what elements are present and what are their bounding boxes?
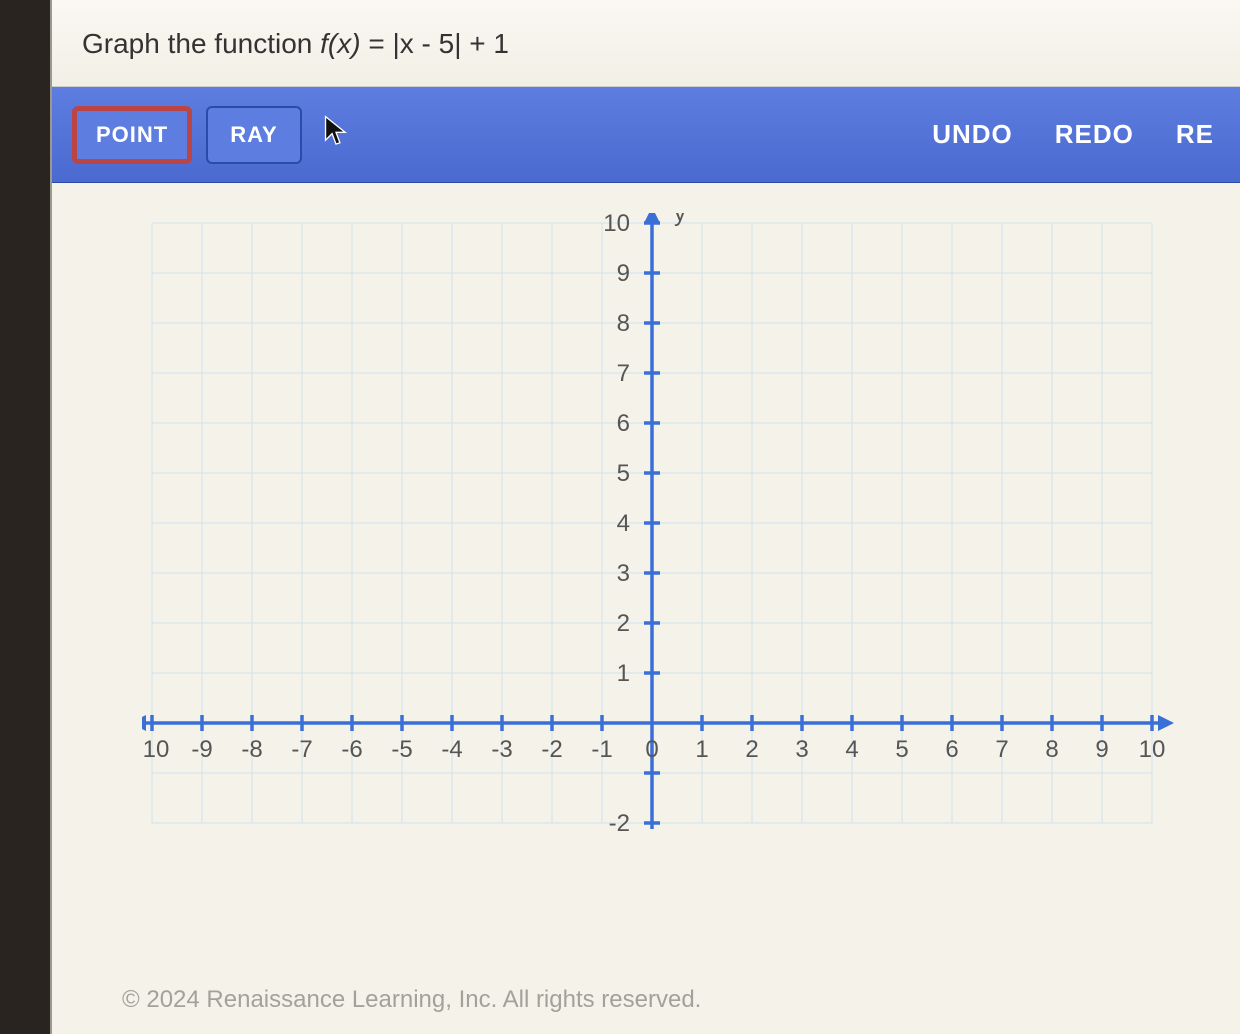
redo-button[interactable]: REDO bbox=[1055, 119, 1134, 150]
svg-text:-7: -7 bbox=[291, 736, 312, 763]
prompt-prefix: Graph the function bbox=[82, 28, 320, 59]
svg-text:1: 1 bbox=[695, 736, 708, 763]
svg-text:5: 5 bbox=[895, 736, 908, 763]
copyright-text: © 2024 Renaissance Learning, Inc. All ri… bbox=[122, 986, 701, 1014]
svg-text:8: 8 bbox=[1045, 736, 1058, 763]
prompt-expr: = |x - 5| + 1 bbox=[361, 28, 509, 59]
svg-text:-5: -5 bbox=[391, 736, 412, 763]
svg-text:2: 2 bbox=[745, 736, 758, 763]
svg-text:5: 5 bbox=[617, 460, 630, 487]
svg-text:-2: -2 bbox=[609, 810, 630, 837]
svg-text:10: 10 bbox=[1139, 736, 1166, 763]
ray-tool-button[interactable]: RAY bbox=[206, 106, 301, 164]
svg-text:9: 9 bbox=[617, 260, 630, 287]
prompt-fn: f(x) bbox=[320, 28, 360, 59]
question-prompt: Graph the function f(x) = |x - 5| + 1 bbox=[52, 0, 1240, 87]
svg-text:-2: -2 bbox=[541, 736, 562, 763]
svg-text:10: 10 bbox=[603, 213, 630, 237]
cursor-icon bbox=[322, 114, 350, 148]
svg-text:-10: -10 bbox=[142, 736, 169, 763]
svg-text:-6: -6 bbox=[341, 736, 362, 763]
svg-text:6: 6 bbox=[945, 736, 958, 763]
svg-text:y: y bbox=[674, 213, 686, 227]
svg-text:1: 1 bbox=[617, 660, 630, 687]
svg-text:8: 8 bbox=[617, 310, 630, 337]
svg-text:-8: -8 bbox=[241, 736, 262, 763]
graph-canvas[interactable]: -10-9-8-7-6-5-4-3-2-10123456789101234567… bbox=[52, 183, 1240, 943]
svg-text:-3: -3 bbox=[491, 736, 512, 763]
toolbar-right: UNDO REDO RE bbox=[932, 119, 1220, 150]
svg-text:2: 2 bbox=[617, 610, 630, 637]
svg-text:7: 7 bbox=[617, 360, 630, 387]
app-window: Graph the function f(x) = |x - 5| + 1 PO… bbox=[50, 0, 1240, 1034]
point-tool-button[interactable]: POINT bbox=[72, 106, 192, 164]
svg-text:-9: -9 bbox=[191, 736, 212, 763]
svg-text:3: 3 bbox=[617, 560, 630, 587]
svg-text:-1: -1 bbox=[591, 736, 612, 763]
svg-text:3: 3 bbox=[795, 736, 808, 763]
svg-text:6: 6 bbox=[617, 410, 630, 437]
reset-button[interactable]: RE bbox=[1176, 119, 1214, 150]
svg-text:7: 7 bbox=[995, 736, 1008, 763]
svg-text:4: 4 bbox=[845, 736, 858, 763]
svg-text:9: 9 bbox=[1095, 736, 1108, 763]
undo-button[interactable]: UNDO bbox=[932, 119, 1013, 150]
svg-text:0: 0 bbox=[645, 736, 658, 763]
svg-text:4: 4 bbox=[617, 510, 630, 537]
coordinate-grid: -10-9-8-7-6-5-4-3-2-10123456789101234567… bbox=[142, 213, 1202, 873]
graph-toolbar: POINT RAY UNDO REDO RE bbox=[52, 87, 1240, 183]
svg-text:-4: -4 bbox=[441, 736, 462, 763]
